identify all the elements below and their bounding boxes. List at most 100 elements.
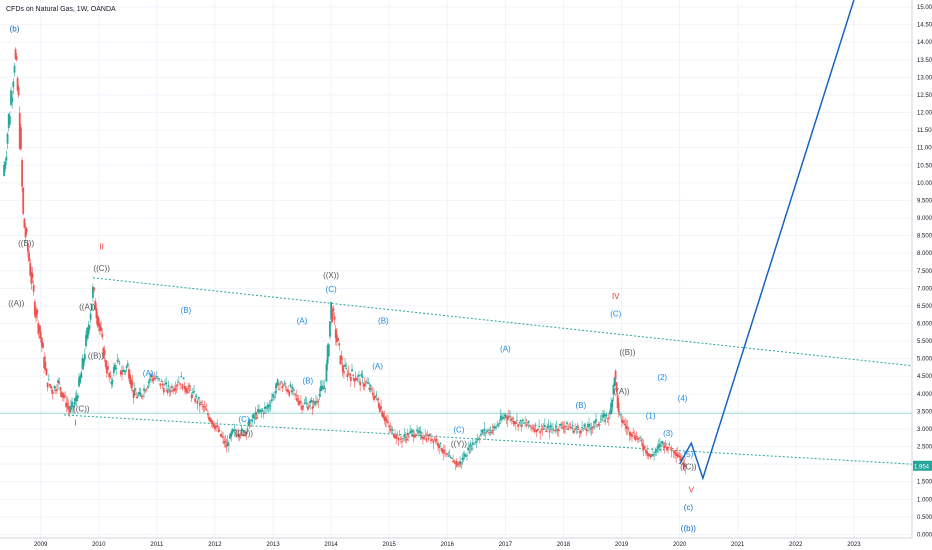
candle-body — [524, 422, 527, 424]
channel-lower-line — [63, 414, 913, 465]
candle-body — [243, 434, 245, 436]
candle-body — [683, 463, 686, 467]
candle-body — [179, 383, 181, 385]
candle-body — [475, 441, 478, 443]
candle-body — [674, 451, 676, 455]
candle-body — [90, 303, 93, 311]
candle-body — [437, 442, 439, 447]
candle-body — [373, 396, 375, 401]
candle-body — [416, 429, 418, 432]
candle-body — [560, 423, 563, 426]
wave-label: ((C)) — [680, 462, 697, 471]
candle-body — [595, 419, 597, 422]
y-tick-label: 13.000 — [917, 75, 932, 81]
candle-body — [217, 429, 220, 432]
candle-body — [305, 402, 308, 404]
candle-body — [322, 387, 324, 390]
candle-body — [458, 463, 460, 465]
candle-body — [42, 342, 44, 349]
candle-body — [593, 421, 596, 424]
candle-body — [675, 453, 678, 457]
candle-body — [643, 446, 646, 448]
candle-body — [533, 429, 536, 432]
candle-body — [665, 447, 668, 450]
projection-line[interactable] — [678, 0, 855, 481]
candle-body — [173, 388, 176, 391]
candle-body — [406, 432, 409, 435]
candle-body — [205, 409, 208, 411]
candle-body — [622, 420, 624, 424]
x-tick-label: 2014 — [324, 542, 338, 548]
candle-body — [639, 437, 642, 439]
candle-body — [495, 426, 497, 428]
wave-label: (C) — [326, 285, 337, 294]
candle-body — [485, 431, 488, 432]
candle-body — [668, 443, 671, 445]
candle-body — [476, 438, 479, 440]
y-tick-label: 14.000 — [917, 40, 932, 46]
y-tick-label: 8.500 — [917, 234, 932, 240]
candle-body — [612, 384, 615, 395]
candle-body — [468, 451, 471, 453]
candle-body — [483, 428, 486, 431]
candle-body — [356, 375, 359, 377]
candle-body — [655, 449, 658, 452]
candle-body — [426, 434, 429, 436]
candle-body — [579, 431, 582, 434]
y-tick-label: 11.000 — [917, 146, 932, 152]
candle-body — [65, 402, 68, 408]
candle-body — [94, 300, 97, 311]
candle-body — [538, 426, 540, 428]
y-tick-label: 6.000 — [917, 322, 932, 328]
candle-body — [33, 301, 36, 316]
candle-body — [49, 384, 51, 387]
candle-body — [100, 327, 102, 331]
candle-body — [209, 417, 212, 422]
candle-body — [525, 424, 528, 426]
candle-body — [241, 430, 244, 432]
candle-body — [375, 395, 378, 397]
candle-body — [180, 376, 183, 378]
candle-body — [178, 382, 180, 384]
wave-label: (2) — [657, 373, 667, 382]
candle-body — [678, 455, 681, 458]
candle-body — [308, 405, 310, 408]
candle-body — [604, 420, 607, 422]
y-tick-label: 3.000 — [917, 427, 932, 433]
candle-body — [506, 417, 509, 421]
wave-label: (B) — [181, 306, 192, 315]
candle-body — [275, 382, 278, 388]
candle-body — [317, 400, 320, 402]
candle-body — [562, 427, 565, 430]
candle-body — [474, 441, 477, 443]
candle-body — [109, 375, 112, 378]
candle-body — [89, 313, 92, 320]
candle-body — [360, 373, 363, 377]
candle-body — [365, 381, 367, 383]
wave-label: ((B)) — [619, 348, 635, 357]
candle-body — [218, 430, 221, 431]
candle-body — [341, 364, 344, 372]
candle-body — [277, 388, 280, 390]
candle-body — [599, 421, 602, 423]
candle-body — [118, 362, 121, 364]
candle-body — [432, 440, 435, 443]
channel-lines — [0, 277, 913, 465]
candle-body — [372, 392, 374, 396]
wave-label: (A) — [372, 362, 383, 371]
candle-body — [226, 442, 229, 446]
candle-body — [102, 347, 105, 359]
candle-body — [269, 405, 272, 407]
candle-body — [614, 370, 617, 380]
candle-body — [389, 429, 392, 431]
wave-label: ((A)) — [8, 299, 24, 308]
candle-body — [145, 389, 148, 390]
candle-body — [253, 416, 256, 419]
candle-body — [258, 410, 260, 413]
candle-body — [496, 424, 499, 427]
candle-body — [610, 402, 612, 415]
candle-body — [549, 425, 552, 428]
candle-body — [624, 423, 627, 426]
candle-body — [51, 389, 54, 394]
